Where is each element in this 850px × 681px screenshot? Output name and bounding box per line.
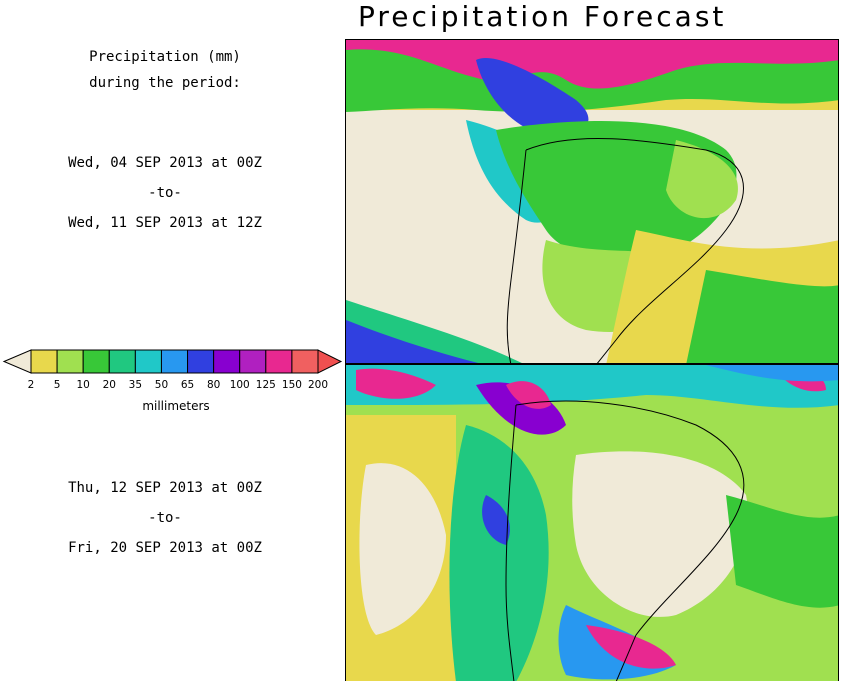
legend-swatch <box>160 349 189 374</box>
legend-tick-label: 100 <box>229 379 250 391</box>
legend-tick-label: 150 <box>281 379 302 391</box>
forecast-map-period-1 <box>345 39 839 364</box>
precip-field-map-1 <box>346 40 838 363</box>
period-2-label: Thu, 12 SEP 2013 at 00Z -to- Fri, 20 SEP… <box>0 473 330 563</box>
legend-tick-label: 20 <box>102 379 116 391</box>
legend-tick-label: 200 <box>307 379 329 391</box>
period-2-start: Thu, 12 SEP 2013 at 00Z <box>68 480 262 496</box>
page-title: Precipitation Forecast <box>358 0 727 33</box>
legend-colorbar <box>2 349 343 374</box>
legend-tick-label: 5 <box>53 379 61 391</box>
legend-tick-label: 35 <box>128 379 143 391</box>
legend-swatch <box>108 349 136 374</box>
legend-tick-label: 65 <box>180 379 195 391</box>
header-line-1: Precipitation (mm) <box>89 49 241 65</box>
legend-swatch <box>134 349 162 374</box>
period-1-separator: -to- <box>148 185 182 201</box>
legend-tick-label: 50 <box>154 379 169 391</box>
legend-swatch <box>213 349 241 374</box>
legend-tick-label: 10 <box>76 379 90 391</box>
period-2-end: Fri, 20 SEP 2013 at 00Z <box>68 540 262 556</box>
period-1-end: Wed, 11 SEP 2013 at 12Z <box>68 215 262 231</box>
legend-tick-label: 125 <box>255 379 276 391</box>
period-1-start: Wed, 04 SEP 2013 at 00Z <box>68 155 262 171</box>
legend-tick-label: 2 <box>27 379 35 391</box>
precip-field-map-2 <box>346 365 838 681</box>
period-1-label: Wed, 04 SEP 2013 at 00Z -to- Wed, 11 SEP… <box>0 148 330 238</box>
legend-swatch <box>82 349 110 374</box>
legend-low-arrow <box>2 349 32 374</box>
period-2-separator: -to- <box>148 510 182 526</box>
legend-swatch <box>265 349 293 374</box>
header-line-2: during the period: <box>89 75 241 91</box>
legend-header: Precipitation (mm) during the period: <box>0 44 330 96</box>
legend-tick-label: 80 <box>206 379 221 391</box>
legend-high-arrow <box>317 349 343 374</box>
legend-units: millimeters <box>142 399 210 413</box>
legend-swatch <box>56 349 84 374</box>
forecast-map-period-2 <box>345 364 839 681</box>
legend-swatch <box>291 349 319 374</box>
legend-swatch <box>187 349 215 374</box>
legend-swatch <box>239 349 267 374</box>
color-legend: 2 5 10 20 35 50 65 80 100 125 150 200 millimeters <box>0 346 345 416</box>
legend-swatch <box>30 349 58 374</box>
